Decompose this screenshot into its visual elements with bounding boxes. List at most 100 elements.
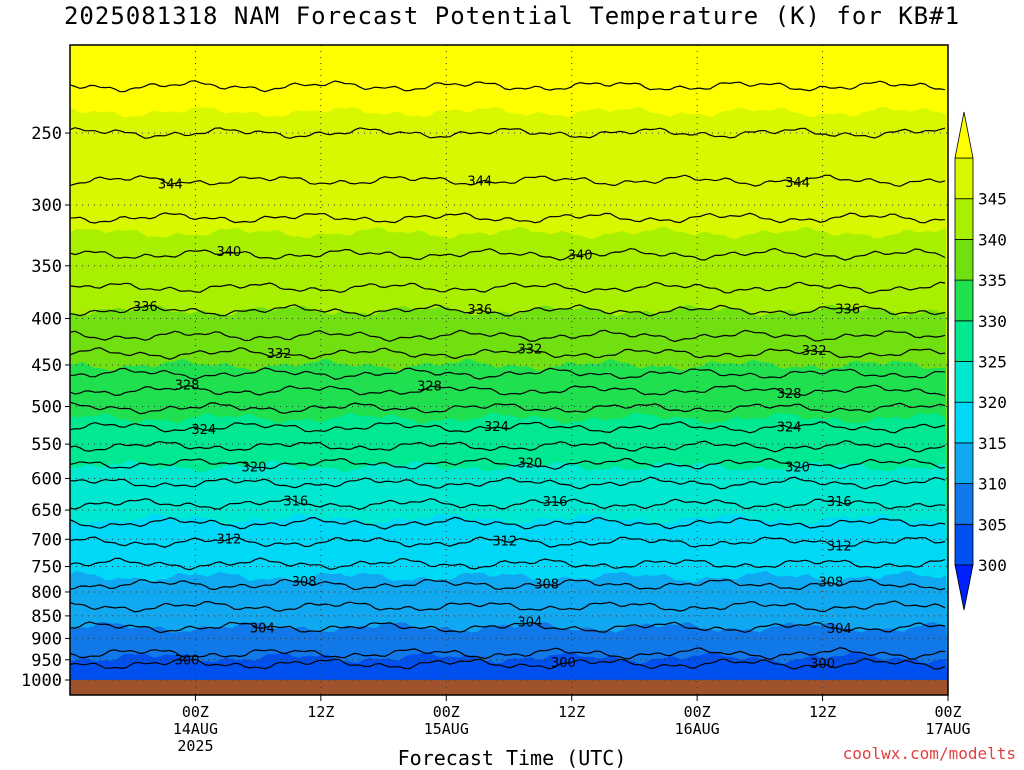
contour-326: [69, 401, 946, 415]
contour-label-344: 344: [467, 175, 492, 190]
contour-340: [69, 247, 946, 261]
x-tick-label-90-0: 00Z: [934, 703, 961, 721]
y-tick-label-950: 950: [31, 651, 62, 671]
contour-324: [69, 421, 946, 434]
x-axis-label: Forecast Time (UTC): [397, 746, 627, 770]
contour-label-300: 300: [551, 656, 576, 671]
colorbar-seg-2: [954, 442, 974, 484]
contour-label-312: 312: [492, 534, 517, 549]
colorbar-label-305: 305: [978, 515, 1007, 534]
contour-300: [69, 657, 946, 670]
y-tick-label-400: 400: [31, 309, 62, 329]
y-tick-label-600: 600: [31, 469, 62, 489]
contour-label-320: 320: [517, 457, 542, 472]
contour-label-332: 332: [267, 347, 292, 362]
contour-336: [69, 304, 946, 317]
contour-label-336: 336: [133, 300, 158, 315]
x-tick-label-75-0: 12Z: [809, 703, 836, 721]
contour-304: [69, 621, 946, 634]
contour-310: [69, 557, 946, 571]
y-tick-label-450: 450: [31, 356, 62, 376]
contour-316: [69, 497, 946, 510]
colorbar-seg-5: [954, 320, 974, 362]
contour-label-316: 316: [283, 495, 308, 510]
contour-label-304: 304: [827, 622, 852, 637]
contour-label-308: 308: [292, 575, 317, 590]
x-tick-label-60-0: 00Z: [684, 703, 711, 721]
contour-label-300: 300: [810, 657, 835, 672]
y-tick-label-250: 250: [31, 124, 62, 144]
contour-label-312: 312: [216, 533, 241, 548]
contour-label-316: 316: [543, 495, 568, 510]
y-tick-label-850: 850: [31, 607, 62, 627]
contour-314: [69, 516, 946, 530]
y-tick-label-550: 550: [31, 435, 62, 455]
plot-frame: [69, 44, 949, 696]
x-tick-label-45-0: 12Z: [558, 703, 585, 721]
contour-308: [69, 578, 946, 591]
contour-label-312: 312: [827, 539, 852, 554]
contour-label-328: 328: [777, 387, 802, 402]
contour-344: [69, 174, 946, 187]
fill-band-300: [70, 651, 948, 680]
y-tick-label-700: 700: [31, 530, 62, 550]
contour-328: [69, 384, 946, 397]
contour-306: [69, 600, 946, 613]
colorbar-seg-1: [954, 483, 974, 525]
colorbar-label-300: 300: [978, 556, 1007, 575]
y-tick-label-800: 800: [31, 583, 62, 603]
colorbar-label-340: 340: [978, 230, 1007, 249]
colorbar-label-330: 330: [978, 312, 1007, 331]
colorbar-seg-6: [954, 279, 974, 322]
contour-label-300: 300: [175, 653, 200, 668]
contour-330: [69, 367, 946, 380]
contour-label-324: 324: [484, 420, 509, 435]
contour-322: [69, 440, 946, 453]
contour-label-340: 340: [568, 248, 593, 263]
x-tick-label-30-1: 15AUG: [424, 720, 469, 738]
colorbar-seg-8: [954, 198, 974, 240]
contour-334: [69, 329, 946, 343]
colorbar-label-320: 320: [978, 393, 1007, 412]
y-tick-label-500: 500: [31, 398, 62, 418]
colorbar-label-345: 345: [978, 190, 1007, 209]
contour-302: [69, 646, 946, 661]
contour-label-308: 308: [819, 576, 844, 591]
contour-label-344: 344: [158, 177, 183, 192]
colorbar-bottom-arrow: [954, 564, 974, 611]
x-tick-label-0-0: 00Z: [182, 703, 209, 721]
contour-label-328: 328: [175, 378, 200, 393]
contour-label-304: 304: [517, 616, 542, 631]
contour-label-320: 320: [242, 461, 267, 476]
contour-312: [69, 536, 946, 548]
colorbar-seg-4: [954, 361, 974, 403]
contour-label-308: 308: [534, 577, 559, 592]
contour-label-324: 324: [777, 421, 802, 436]
colorbar-seg-7: [954, 238, 974, 281]
x-tick-label-0-2: 2025: [177, 737, 213, 755]
colorbar-seg-9: [954, 157, 974, 200]
credit-link[interactable]: coolwx.com/modelts: [842, 744, 1016, 763]
contour-label-324: 324: [191, 423, 216, 438]
chart-title: 2025081318 NAM Forecast Potential Temper…: [63, 2, 961, 30]
contour-label-336: 336: [835, 303, 860, 318]
colorbar-seg-3: [954, 401, 974, 444]
contour-label-328: 328: [417, 379, 442, 394]
contour-label-332: 332: [517, 343, 542, 358]
y-tick-label-300: 300: [31, 196, 62, 216]
contour-348: [69, 80, 946, 93]
ground-strip: [70, 680, 948, 695]
contour-332: [69, 347, 946, 360]
x-tick-label-0-1: 14AUG: [173, 720, 218, 738]
contour-label-316: 316: [827, 495, 852, 510]
x-tick-label-60-1: 16AUG: [675, 720, 720, 738]
colorbar-label-310: 310: [978, 475, 1007, 494]
y-tick-label-350: 350: [31, 257, 62, 277]
y-tick-label-1000: 1000: [21, 671, 62, 691]
contour-342: [69, 212, 946, 224]
contour-338: [69, 281, 946, 294]
colorbar-seg-0: [954, 523, 974, 566]
contour-346: [69, 127, 946, 139]
y-tick-label-900: 900: [31, 629, 62, 649]
